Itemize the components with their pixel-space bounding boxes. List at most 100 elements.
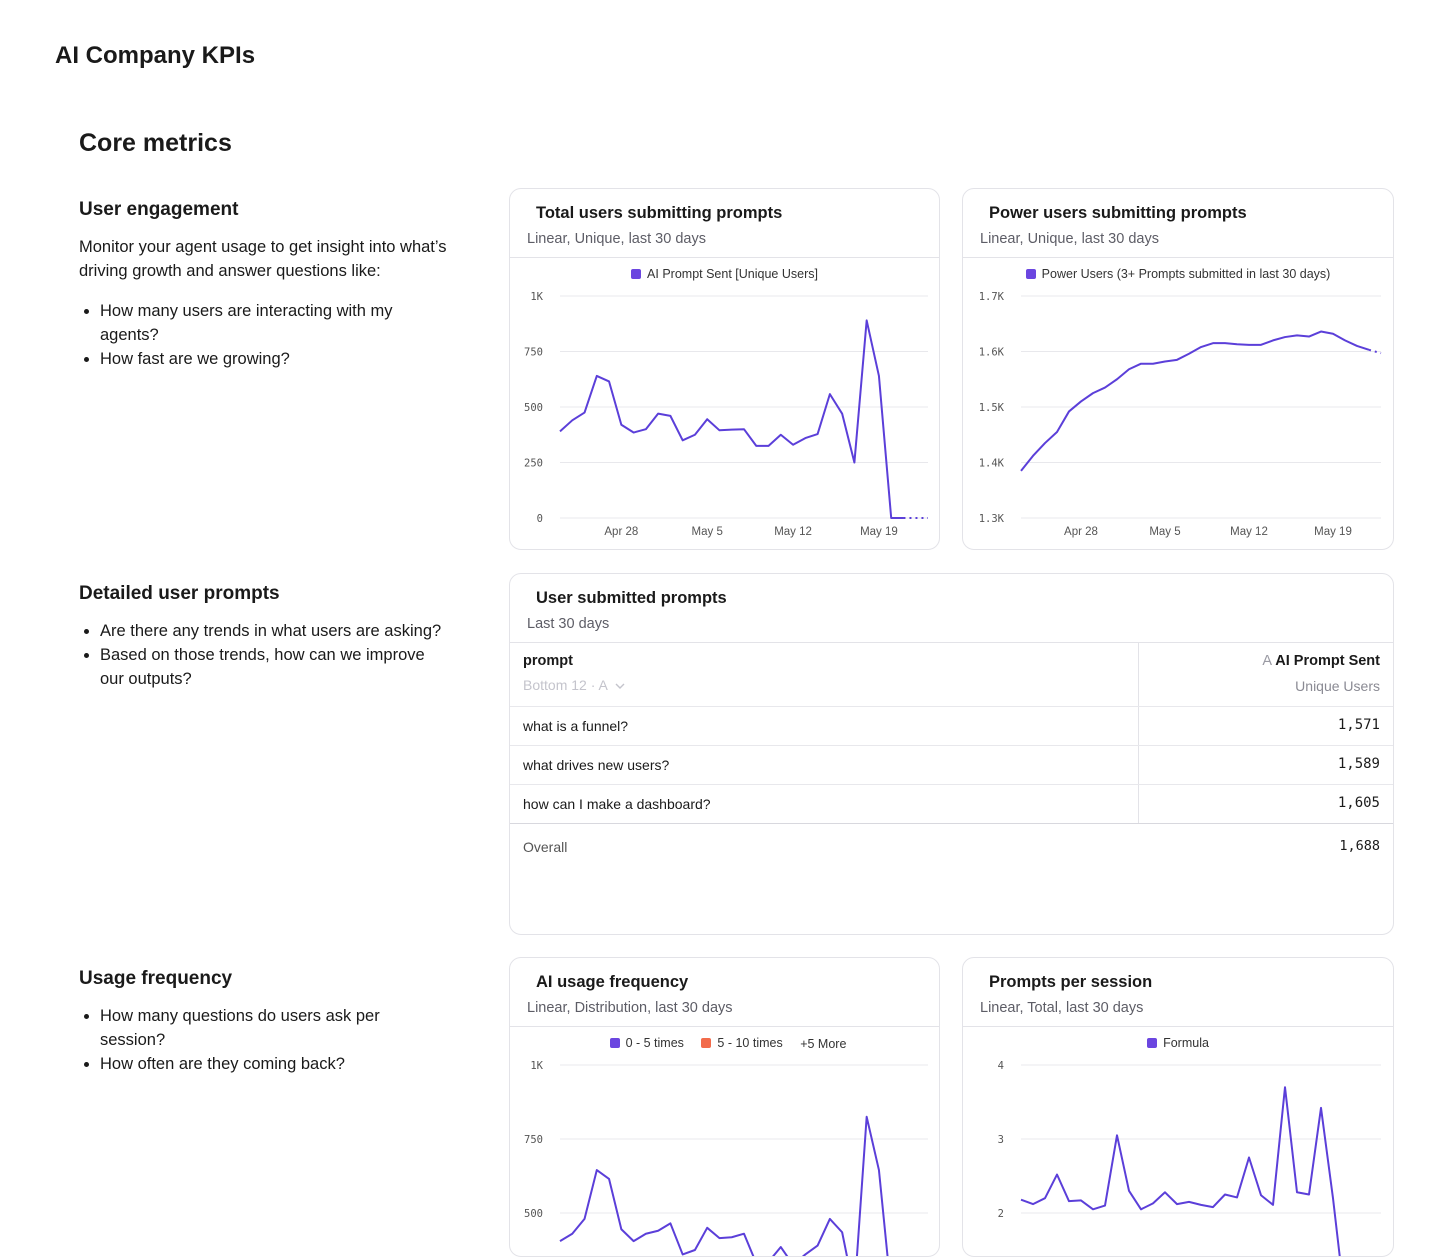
prompts-intro: Detailed user prompts Are there any tren… — [79, 581, 449, 691]
x-tick-label: May 12 — [774, 526, 812, 538]
x-tick-label: May 19 — [860, 526, 898, 538]
y-tick-label: 1K — [530, 291, 543, 303]
column-divider — [1138, 642, 1139, 706]
card-subtitle: Linear, Distribution, last 30 days — [527, 1000, 733, 1016]
legend-swatch — [631, 269, 642, 279]
card-title[interactable]: AI usage frequency — [536, 973, 689, 991]
x-tick-label: May 19 — [1314, 526, 1352, 538]
total-users-chart[interactable]: 1K 750 500 250 0 Apr 28 May 5 May 12 May 19 — [510, 189, 940, 550]
x-tick-label: Apr 28 — [1064, 526, 1098, 538]
prompts-heading: Detailed user prompts — [79, 583, 280, 604]
column-divider — [1138, 785, 1139, 823]
y-tick-label: 1.4K — [979, 458, 1005, 470]
frequency-bullets: How many questions do users ask per sess… — [79, 1004, 449, 1076]
value-cell: 1,605 — [1337, 795, 1380, 811]
prompt-cell: what drives new users? — [523, 757, 670, 773]
prompts-table-card[interactable]: User submitted prompts Last 30 days prom… — [509, 573, 1394, 935]
table-header-row: prompt Bottom 12 · A A AI Prompt Sent Un… — [510, 642, 1393, 707]
prompt-cell: what is a funnel? — [523, 718, 629, 734]
legend-swatch — [1025, 269, 1036, 279]
card-subtitle: Last 30 days — [527, 616, 610, 632]
y-tick-label: 3 — [998, 1134, 1004, 1146]
card-header: Total users submitting prompts Linear, U… — [510, 189, 939, 258]
card-title[interactable]: Power users submitting prompts — [989, 204, 1247, 222]
chart-legend: 0 - 5 times 5 - 10 times +5 More — [510, 1036, 939, 1051]
chart-legend: Formula — [963, 1036, 1393, 1051]
y-tick-label: 250 — [524, 458, 543, 470]
card-subtitle: Linear, Unique, last 30 days — [980, 231, 1159, 247]
prompts-per-session-chart[interactable]: 4 3 2 — [963, 958, 1394, 1257]
y-tick-label: 1.5K — [979, 402, 1005, 414]
metric-letter-badge: A — [1262, 653, 1272, 669]
card-title[interactable]: Total users submitting prompts — [536, 204, 783, 222]
card-subtitle: Linear, Total, last 30 days — [980, 1000, 1144, 1016]
legend-item[interactable]: Formula — [1147, 1036, 1209, 1050]
column-header-metric[interactable]: A AI Prompt Sent — [1262, 653, 1380, 669]
bullet-item: How often are they coming back? — [100, 1052, 449, 1076]
prompts-bullets: Are there any trends in what users are a… — [79, 619, 449, 691]
legend-item[interactable]: Power Users (3+ Prompts submitted in las… — [1025, 267, 1331, 281]
bullet-item: How fast are we growing? — [100, 347, 449, 371]
card-header: User submitted prompts Last 30 days — [510, 574, 1393, 643]
series-line[interactable] — [559, 1115, 891, 1257]
legend-label: AI Prompt Sent [Unique Users] — [647, 267, 818, 281]
column-header-prompt[interactable]: prompt — [523, 653, 573, 669]
value-cell: 1,571 — [1337, 717, 1380, 733]
series-line[interactable] — [1020, 330, 1370, 472]
y-tick-label: 2 — [998, 1208, 1004, 1220]
legend-label: Formula — [1163, 1036, 1209, 1050]
engagement-bullets: How many users are interacting with my a… — [79, 299, 449, 371]
legend-item[interactable]: 5 - 10 times — [701, 1036, 783, 1050]
bullet-item: Based on those trends, how can we improv… — [100, 643, 449, 691]
series-line[interactable] — [1020, 1086, 1345, 1257]
usage-frequency-chart[interactable]: 1K 750 500 — [510, 958, 940, 1257]
overall-value: 1,688 — [1339, 838, 1380, 854]
engagement-description: Monitor your agent usage to get insight … — [79, 238, 447, 280]
section-title: Core metrics — [79, 129, 232, 157]
power-users-chart[interactable]: 1.7K 1.6K 1.5K 1.4K 1.3K Apr 28 May 5 May 12 May… — [963, 189, 1394, 550]
y-tick-label: 1K — [530, 1060, 543, 1072]
table-row[interactable]: what drives new users? 1,589 — [510, 746, 1393, 785]
y-tick-label: 4 — [998, 1060, 1004, 1072]
prompts-per-session-card[interactable]: Prompts per session Linear, Total, last … — [962, 957, 1394, 1257]
x-tick-label: Apr 28 — [604, 526, 638, 538]
table-row[interactable]: what is a funnel? 1,571 — [510, 707, 1393, 746]
table-row[interactable]: how can I make a dashboard? 1,605 — [510, 785, 1393, 824]
legend-item[interactable]: 0 - 5 times — [609, 1036, 684, 1050]
y-tick-label: 500 — [524, 1208, 543, 1220]
y-tick-label: 0 — [537, 513, 543, 525]
sort-selector[interactable]: Bottom 12 · A — [523, 677, 625, 693]
metric-name: AI Prompt Sent — [1275, 653, 1380, 669]
power-users-card[interactable]: Power users submitting prompts Linear, U… — [962, 188, 1394, 550]
series-line[interactable] — [559, 319, 904, 519]
series-line-partial[interactable] — [1368, 348, 1382, 355]
value-cell: 1,589 — [1337, 756, 1380, 772]
legend-label: Power Users (3+ Prompts submitted in las… — [1041, 267, 1331, 281]
y-tick-label: 1.6K — [979, 347, 1005, 359]
legend-item[interactable]: AI Prompt Sent [Unique Users] — [631, 267, 818, 281]
card-subtitle: Linear, Unique, last 30 days — [527, 231, 706, 247]
frequency-heading: Usage frequency — [79, 968, 233, 989]
chart-legend: Power Users (3+ Prompts submitted in las… — [963, 267, 1393, 282]
metric-subheader: Unique Users — [1295, 678, 1380, 694]
legend-label: 0 - 5 times — [625, 1036, 684, 1050]
engagement-heading: User engagement — [79, 199, 239, 220]
legend-label: 5 - 10 times — [717, 1036, 783, 1050]
overall-label: Overall — [523, 839, 568, 855]
chart-legend: AI Prompt Sent [Unique Users] — [510, 267, 939, 282]
usage-frequency-card[interactable]: AI usage frequency Linear, Distribution,… — [509, 957, 940, 1257]
y-tick-label: 750 — [524, 1134, 543, 1146]
legend-more-button[interactable]: +5 More — [800, 1037, 847, 1051]
card-title[interactable]: Prompts per session — [989, 973, 1153, 991]
card-title[interactable]: User submitted prompts — [536, 589, 727, 607]
total-users-card[interactable]: Total users submitting prompts Linear, U… — [509, 188, 940, 550]
column-divider — [1138, 707, 1139, 745]
card-header: Power users submitting prompts Linear, U… — [963, 189, 1393, 258]
legend-swatch — [609, 1038, 620, 1048]
page-title: AI Company KPIs — [55, 42, 256, 69]
card-header: Prompts per session Linear, Total, last … — [963, 958, 1393, 1027]
card-header: AI usage frequency Linear, Distribution,… — [510, 958, 939, 1027]
x-tick-label: May 5 — [1149, 526, 1180, 538]
prompt-cell: how can I make a dashboard? — [523, 796, 711, 812]
column-divider — [1138, 746, 1139, 784]
